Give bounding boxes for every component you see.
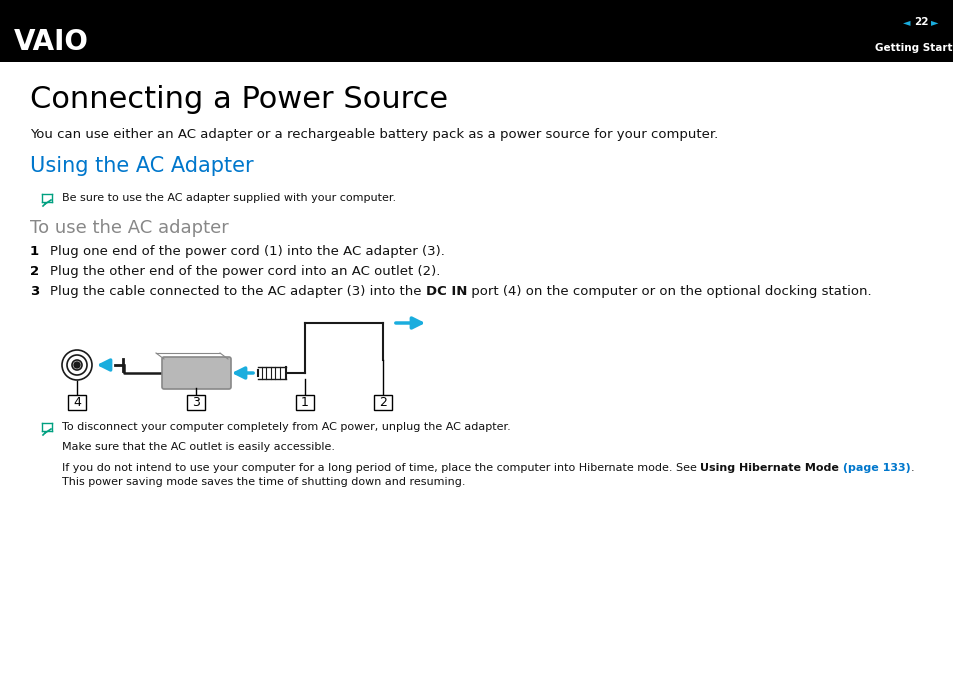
Circle shape — [74, 362, 80, 368]
Text: VAIO: VAIO — [14, 28, 89, 56]
Text: Connecting a Power Source: Connecting a Power Source — [30, 85, 448, 114]
Text: 1: 1 — [30, 245, 39, 258]
Text: ►: ► — [930, 17, 938, 27]
Text: Using Hibernate Mode: Using Hibernate Mode — [700, 463, 839, 473]
Bar — [68, 395, 86, 410]
Text: Be sure to use the AC adapter supplied with your computer.: Be sure to use the AC adapter supplied w… — [62, 193, 395, 203]
Text: DC IN: DC IN — [425, 285, 467, 298]
Text: 3: 3 — [30, 285, 39, 298]
Text: Using the AC Adapter: Using the AC Adapter — [30, 156, 253, 176]
Text: 2: 2 — [378, 396, 387, 410]
Text: Plug one end of the power cord (1) into the AC adapter (3).: Plug one end of the power cord (1) into … — [50, 245, 444, 258]
Text: ◄: ◄ — [902, 17, 910, 27]
Text: To use the AC adapter: To use the AC adapter — [30, 219, 229, 237]
Text: Make sure that the AC outlet is easily accessible.: Make sure that the AC outlet is easily a… — [62, 442, 335, 452]
Bar — [295, 395, 314, 410]
Bar — [187, 395, 205, 410]
Text: Plug the cable connected to the AC adapter (3) into the: Plug the cable connected to the AC adapt… — [50, 285, 425, 298]
Bar — [0, 0, 953, 62]
Text: If you do not intend to use your computer for a long period of time, place the c: If you do not intend to use your compute… — [62, 463, 700, 473]
Text: To disconnect your computer completely from AC power, unplug the AC adapter.: To disconnect your computer completely f… — [62, 422, 510, 432]
Text: 1: 1 — [301, 396, 309, 410]
Text: .: . — [910, 463, 914, 473]
Text: 22: 22 — [913, 17, 927, 27]
Text: (page 133): (page 133) — [839, 463, 910, 473]
Text: Getting Started: Getting Started — [874, 43, 953, 53]
Text: port (4) on the computer or on the optional docking station.: port (4) on the computer or on the optio… — [467, 285, 871, 298]
Text: You can use either an AC adapter or a rechargeable battery pack as a power sourc: You can use either an AC adapter or a re… — [30, 128, 718, 141]
Text: 4: 4 — [73, 396, 81, 410]
Text: Plug the other end of the power cord into an AC outlet (2).: Plug the other end of the power cord int… — [50, 265, 440, 278]
Bar — [374, 395, 392, 410]
FancyBboxPatch shape — [162, 357, 231, 389]
Text: This power saving mode saves the time of shutting down and resuming.: This power saving mode saves the time of… — [62, 477, 465, 487]
Text: 3: 3 — [192, 396, 200, 410]
Text: 2: 2 — [30, 265, 39, 278]
